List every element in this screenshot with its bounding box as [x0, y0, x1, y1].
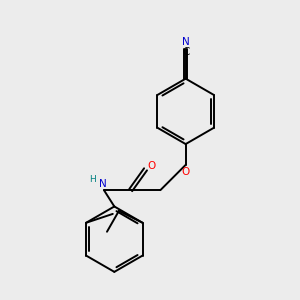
Text: C: C	[182, 47, 189, 57]
Text: N: N	[99, 179, 106, 189]
Text: O: O	[182, 167, 190, 177]
Text: H: H	[89, 175, 95, 184]
Text: N: N	[182, 37, 190, 46]
Text: O: O	[147, 161, 156, 171]
